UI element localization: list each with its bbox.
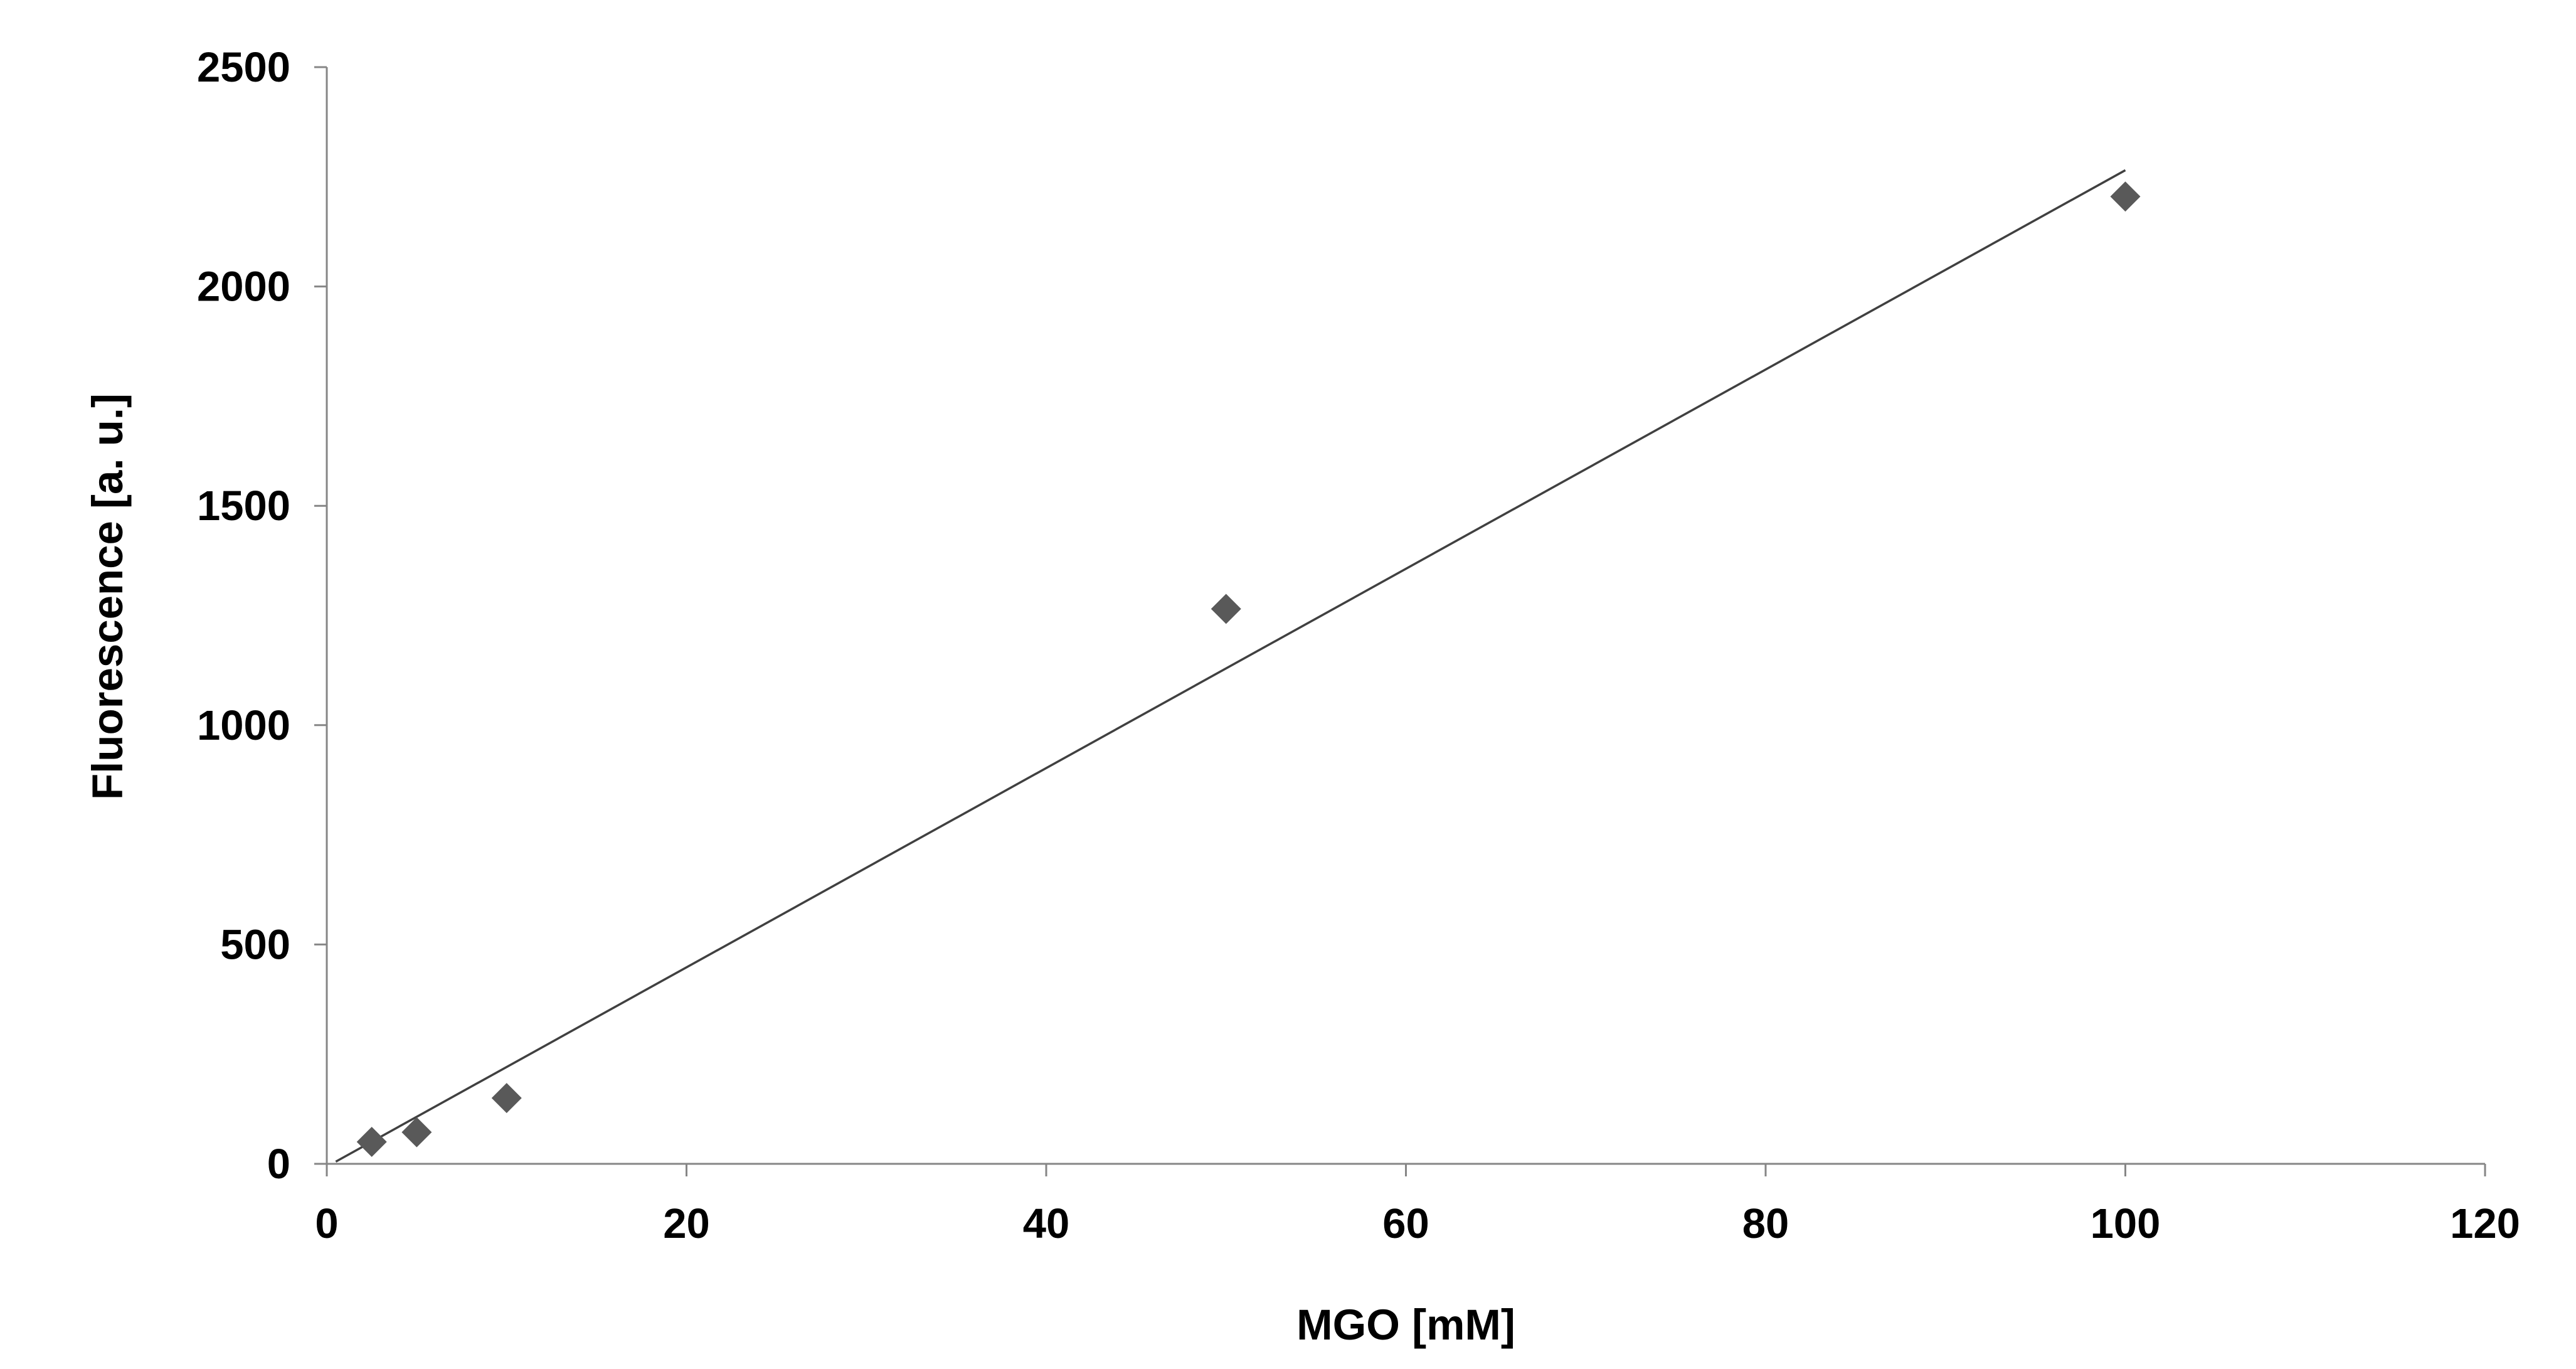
x-tick-label: 60 — [1382, 1200, 1429, 1247]
data-point — [401, 1117, 432, 1148]
trendline-layer — [335, 169, 2126, 1163]
y-tick-label: 0 — [267, 1141, 290, 1188]
y-tick-label: 1000 — [197, 702, 290, 749]
data-points — [356, 181, 2141, 1158]
x-tick-label: 100 — [2091, 1200, 2161, 1247]
y-axis: 0 500 1000 1500 2000 2500 — [197, 44, 328, 1188]
x-tick-label: 0 — [315, 1200, 338, 1247]
x-axis-title: MGO [mM] — [1296, 1301, 1515, 1349]
x-tick-label: 20 — [663, 1200, 710, 1247]
data-point — [356, 1127, 387, 1158]
y-tick-label: 2500 — [197, 44, 290, 91]
x-tick-label: 80 — [1742, 1200, 1789, 1247]
x-axis: 0 20 40 60 80 100 120 — [315, 1163, 2520, 1247]
data-point — [491, 1083, 522, 1114]
y-tick-label: 2000 — [197, 264, 290, 311]
y-tick-label: 500 — [220, 921, 290, 968]
data-point — [1211, 594, 1241, 624]
x-tick-label: 40 — [1023, 1200, 1070, 1247]
data-point — [2110, 181, 2141, 212]
x-tick-label: 120 — [2450, 1200, 2520, 1247]
y-tick-label: 1500 — [197, 482, 290, 530]
y-axis-title: Fluorescence [a. u.] — [83, 393, 132, 800]
trendline — [335, 169, 2126, 1163]
